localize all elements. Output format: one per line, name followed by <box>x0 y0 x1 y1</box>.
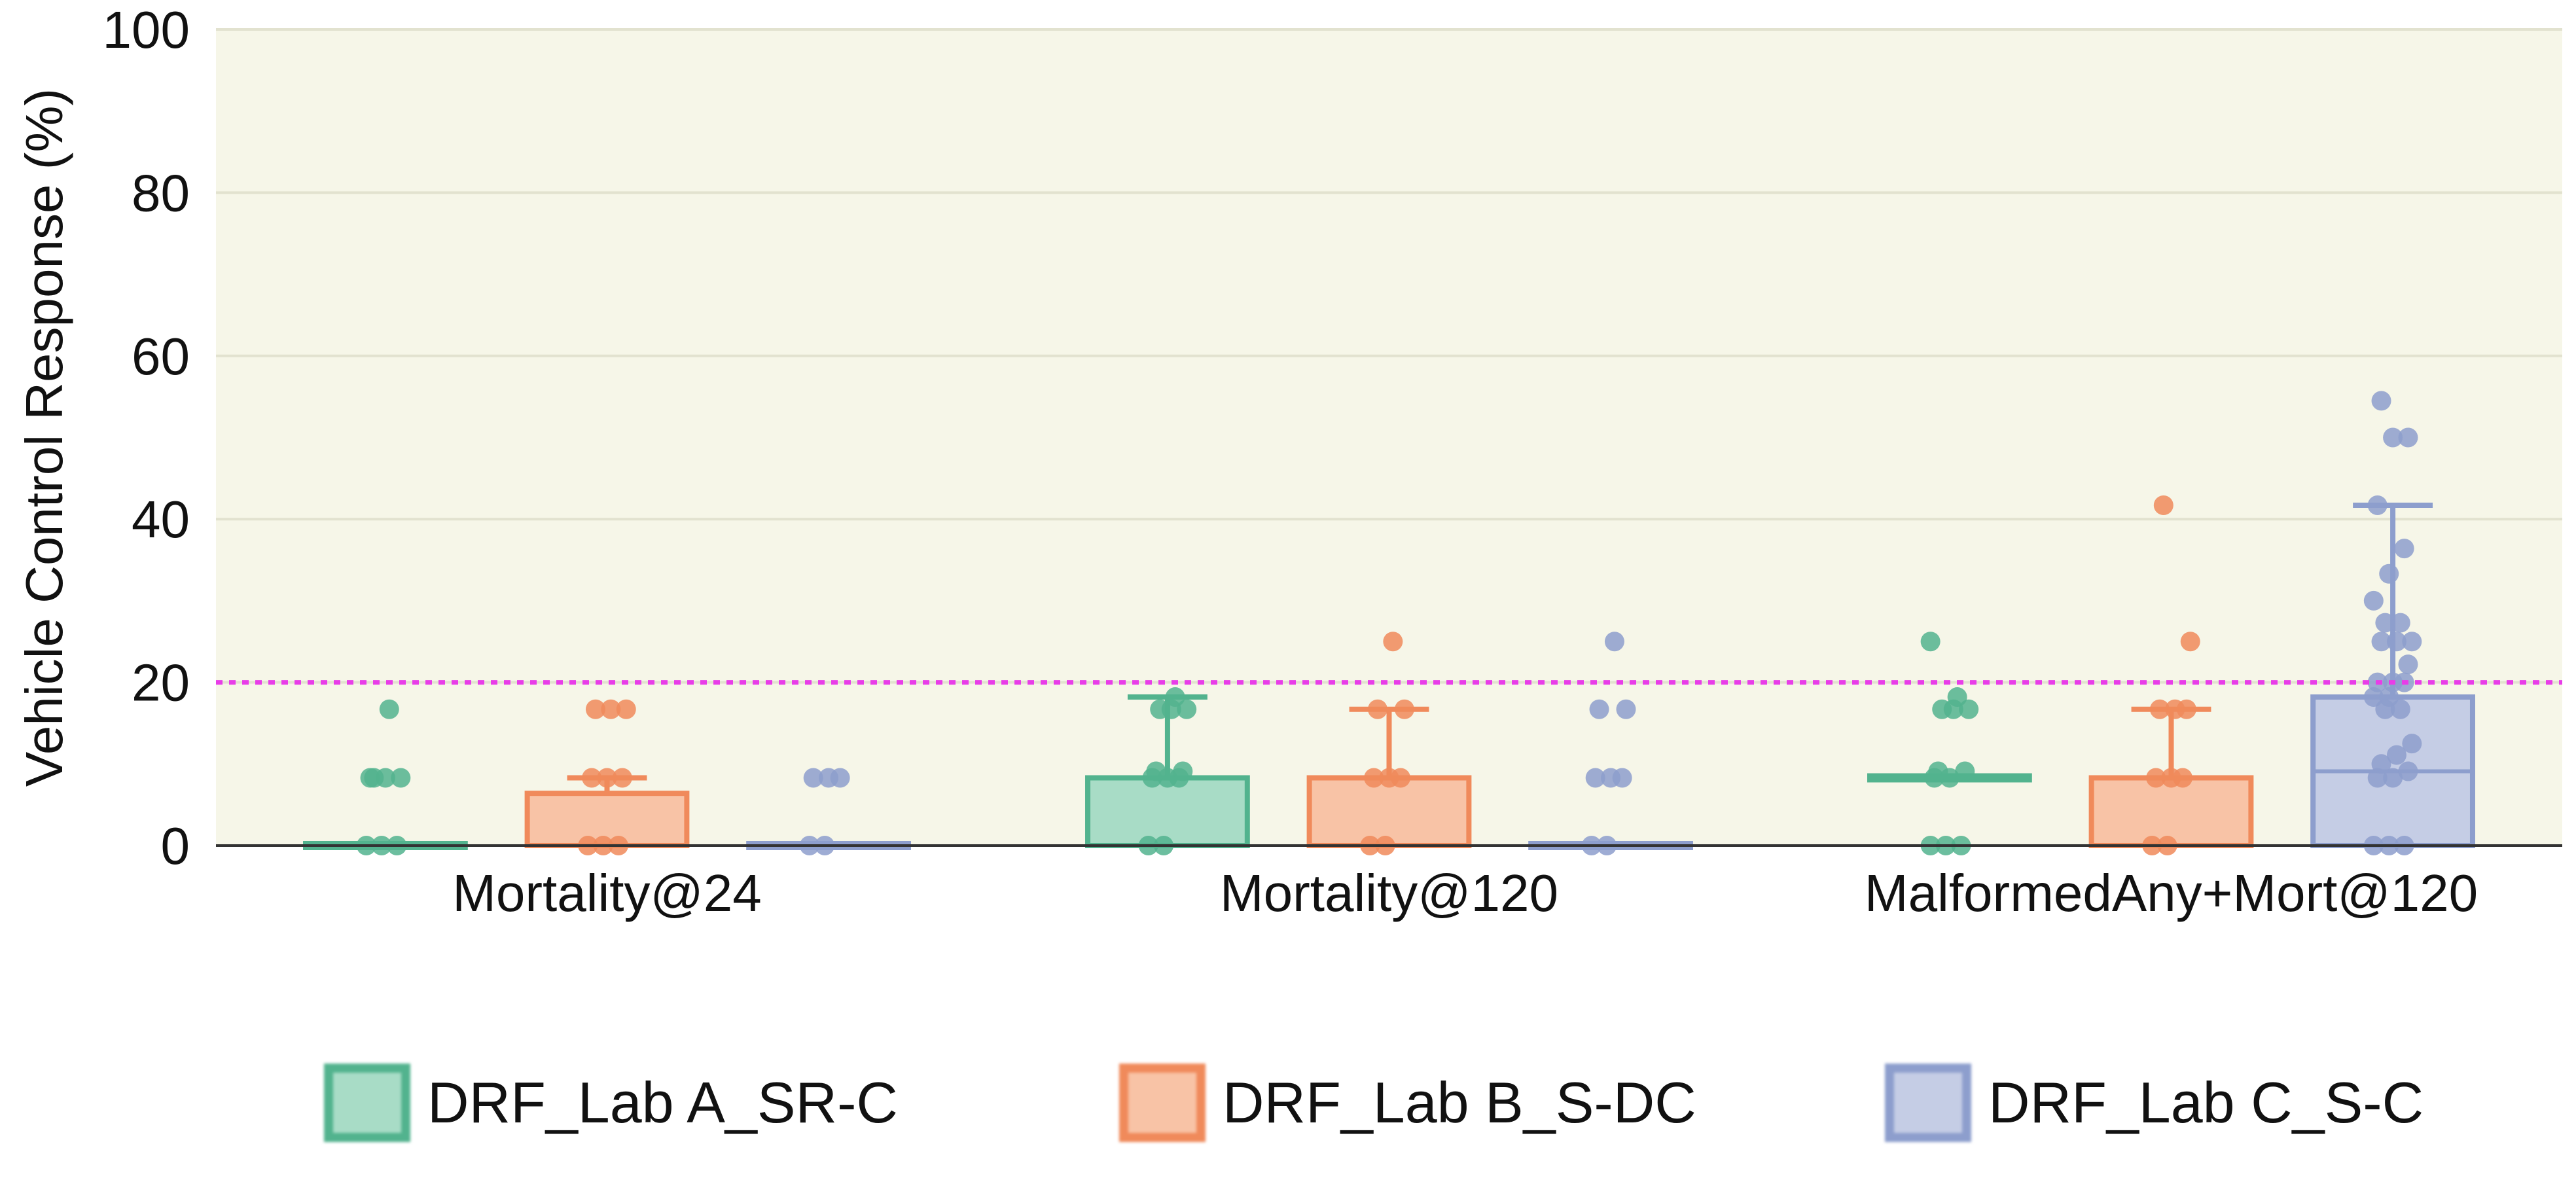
y-tick-label: 60 <box>132 327 190 385</box>
data-point <box>1146 761 1166 781</box>
data-point <box>2375 613 2395 633</box>
data-point <box>2146 768 2166 788</box>
y-tick-label: 100 <box>103 1 190 59</box>
data-point <box>1394 699 1414 719</box>
data-point <box>582 768 602 788</box>
data-point <box>1955 761 1975 781</box>
data-point <box>1165 687 1185 707</box>
x-tick-label: Mortality@120 <box>1220 864 1558 922</box>
data-point <box>585 699 605 719</box>
data-point <box>2371 632 2391 652</box>
data-point <box>2149 699 2170 719</box>
legend-swatch-lab-c <box>1885 1064 1971 1142</box>
data-point <box>1173 761 1193 781</box>
y-axis-ticks: 0 20 40 60 80 100 <box>103 1 190 875</box>
data-point <box>2386 632 2406 652</box>
data-point <box>2386 745 2406 765</box>
iqr-box <box>2088 775 2254 849</box>
data-point <box>1589 699 1609 719</box>
data-point <box>612 768 632 788</box>
data-point <box>2379 563 2399 584</box>
legend-item-lab-b[interactable]: DRF_Lab B_S-DC <box>1119 1064 1696 1142</box>
legend: DRF_Lab A_SR-C DRF_Lab B_S-DC DRF_Lab C_… <box>0 1064 2576 1162</box>
data-point <box>2371 754 2391 774</box>
box-2-2 <box>2310 391 2475 855</box>
data-point <box>1959 699 1979 719</box>
data-point <box>1601 768 1621 788</box>
data-point <box>819 768 839 788</box>
data-point <box>2363 687 2384 707</box>
legend-label-lab-a: DRF_Lab A_SR-C <box>427 1070 898 1135</box>
y-tick-label: 40 <box>132 490 190 548</box>
data-point <box>2165 699 2185 719</box>
data-point <box>2180 632 2200 652</box>
y-tick-label: 20 <box>132 654 190 712</box>
data-point <box>1364 768 1384 788</box>
legend-label-lab-c: DRF_Lab C_S-C <box>1988 1070 2424 1135</box>
data-point <box>2398 761 2418 781</box>
data-point <box>1928 761 1948 781</box>
y-tick-label: 0 <box>161 817 190 875</box>
data-point <box>2390 613 2410 633</box>
data-point <box>2363 590 2384 611</box>
y-tick-label: 80 <box>132 164 190 222</box>
data-point <box>379 699 399 719</box>
data-point <box>2402 632 2422 652</box>
data-point <box>2383 427 2403 448</box>
data-point <box>1177 699 1197 719</box>
data-point <box>616 699 636 719</box>
legend-swatch-lab-b <box>1119 1064 1206 1142</box>
data-point <box>2371 391 2391 411</box>
iqr-box <box>1085 775 1250 849</box>
data-point <box>1604 632 1624 652</box>
data-point <box>597 768 617 788</box>
data-point <box>1367 699 1387 719</box>
x-tick-label: Mortality@24 <box>452 864 761 922</box>
data-point <box>2398 654 2418 675</box>
x-axis-categories: Mortality@24 Mortality@120 MalformedAny+Mo… <box>452 864 2478 922</box>
box-1-1 <box>1306 632 1472 855</box>
data-point <box>803 768 823 788</box>
box-2-0 <box>1867 632 2032 855</box>
x-tick-label: MalformedAny+Mort@120 <box>1865 864 2478 922</box>
data-point <box>2383 768 2403 788</box>
data-point <box>1379 768 1399 788</box>
data-point <box>2161 768 2181 788</box>
y-axis-label: Vehicle Control Response (%) <box>15 88 73 787</box>
iqr-box <box>1306 775 1472 849</box>
legend-item-lab-a[interactable]: DRF_Lab A_SR-C <box>324 1064 898 1142</box>
legend-swatch-lab-a <box>324 1064 410 1142</box>
data-point <box>1947 687 1967 707</box>
data-point <box>2153 495 2174 516</box>
data-point <box>2394 539 2414 559</box>
box-plot-chart: 0 20 40 60 80 100 Vehicle Control Response (%… <box>15 1 2562 922</box>
data-point <box>1150 699 1170 719</box>
legend-label-lab-b: DRF_Lab B_S-DC <box>1223 1070 1696 1135</box>
data-point <box>601 699 621 719</box>
data-point <box>1920 632 1941 652</box>
data-point <box>1616 699 1636 719</box>
data-point <box>2379 687 2399 707</box>
data-point <box>364 768 384 788</box>
data-point <box>2402 734 2422 754</box>
data-point <box>1932 699 1952 719</box>
data-point <box>1383 632 1403 652</box>
data-point <box>2390 699 2410 719</box>
legend-item-lab-c[interactable]: DRF_Lab C_S-C <box>1885 1064 2424 1142</box>
box-1-0 <box>1085 687 1250 855</box>
data-point <box>2398 427 2418 448</box>
data-point <box>2367 495 2388 516</box>
data-point <box>391 768 411 788</box>
data-point <box>1585 768 1605 788</box>
